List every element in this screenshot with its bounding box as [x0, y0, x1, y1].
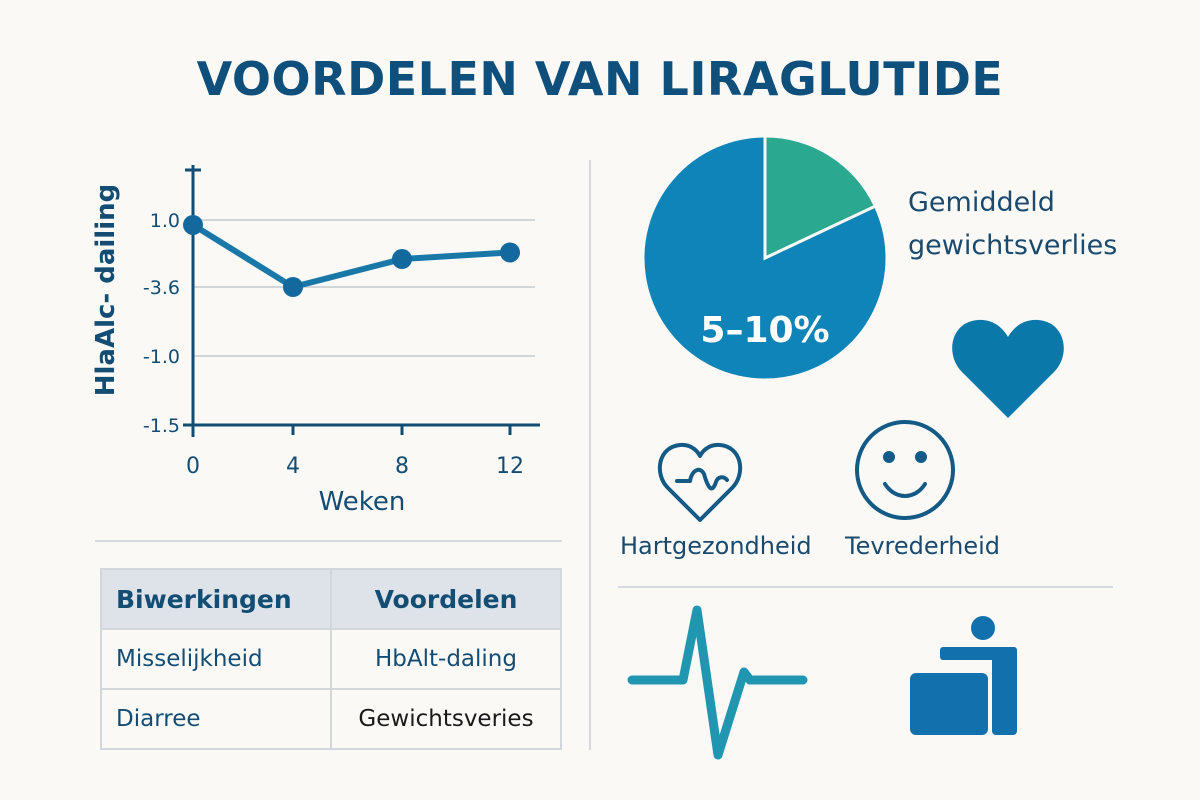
- table-cell: HbAlt-daling: [330, 628, 562, 690]
- heart-health-label: Hartgezondheid: [620, 532, 812, 560]
- smiley-icon: [855, 420, 955, 520]
- table-header: Biwerkingen: [100, 568, 332, 630]
- x-tick-label: 8: [395, 454, 409, 479]
- pie-label: 5–10%: [700, 310, 829, 351]
- side-effects-benefits-table: Biwerkingen Voordelen Misselijkheid HbAl…: [100, 568, 562, 750]
- x-tick-label: 4: [286, 454, 300, 479]
- series-line: [191, 222, 511, 290]
- pie-caption-line2: gewichtsverlies: [908, 230, 1118, 261]
- table-row: Misselijkheid HbAlt-daling: [100, 628, 562, 690]
- pie-slice: [763, 134, 878, 261]
- pie-chart: [641, 134, 889, 382]
- ecg-pulse-icon: [627, 605, 808, 760]
- data-point: [183, 214, 203, 235]
- y-axis-label: HlaAlc- dailing: [91, 184, 121, 397]
- table-header: Voordelen: [330, 568, 562, 630]
- data-point: [283, 277, 303, 297]
- y-tick-label: -1.0: [143, 346, 180, 368]
- page-title: VOORDELEN VAN LIRAGLUTIDE: [196, 52, 1004, 106]
- heart-pulse-icon: [658, 442, 743, 522]
- x-tick-label: 0: [186, 454, 200, 479]
- data-point: [392, 249, 412, 270]
- y-tick-label: 1.0: [150, 210, 180, 232]
- table-cell: Misselijkheid: [100, 628, 332, 690]
- pie-caption-line1: Gemiddeld: [908, 187, 1055, 218]
- table-row: Diarree Gewichtsveries: [100, 688, 562, 750]
- line-chart: 1.0 -3.6 -1.0 -1.5 0 4 8 12 Weken HlaAlc- dailing: [91, 165, 540, 517]
- x-tick-label: 12: [496, 454, 524, 479]
- data-point: [500, 242, 520, 263]
- table-cell: Diarree: [100, 688, 332, 750]
- y-tick-label: -3.6: [143, 277, 180, 299]
- satisfaction-label: Tevrederheid: [845, 532, 1000, 560]
- person-block-icon: [910, 616, 1017, 735]
- y-tick-label: -1.5: [143, 415, 180, 437]
- table-header-row: Biwerkingen Voordelen: [100, 568, 562, 630]
- heart-icon: [952, 319, 1064, 418]
- table-cell: Gewichtsveries: [330, 688, 562, 750]
- x-axis-label: Weken: [319, 487, 406, 517]
